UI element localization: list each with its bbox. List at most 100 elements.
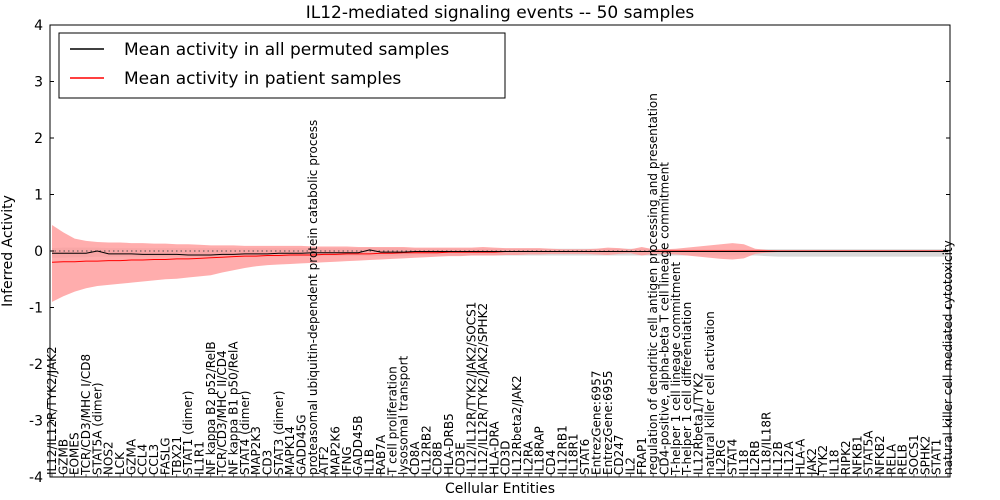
x-tick-label: IL18RAP xyxy=(533,426,547,475)
y-tick-label: 2 xyxy=(34,131,43,147)
x-tick-label: HLA-A xyxy=(794,438,808,475)
y-tick-label: 3 xyxy=(34,75,43,91)
x-tick-label: HLA-DRB5 xyxy=(442,413,456,475)
x-tick-label: TCR/CD3/MHC I/CD8 xyxy=(79,354,93,476)
x-tick-label: IL12RB1 xyxy=(555,425,569,475)
x-tick-label: IL12Rbeta1/TYK2 xyxy=(691,372,705,475)
x-tick-label: NFKB2 xyxy=(873,435,887,475)
x-tick-label: T-helper 1 cell differentiation xyxy=(680,302,694,476)
legend-box xyxy=(58,32,506,99)
x-tick-label: RELA xyxy=(884,443,898,475)
x-tick-label: IL18 xyxy=(737,450,751,476)
x-tick-label: SOCS1 xyxy=(907,434,921,475)
y-tick-label: -4 xyxy=(29,470,43,486)
y-axis-label: Inferred Activity xyxy=(0,195,16,307)
x-tick-label: proteasomal ubiquitin-dependent protein … xyxy=(306,120,320,475)
x-tick-label: IL2RA xyxy=(521,440,535,475)
x-tick-label: IL12/IL12R/TYK2/JAK2 xyxy=(45,346,59,475)
x-tick-label: CD8A xyxy=(408,441,422,475)
x-tick-label: IL1R1 xyxy=(192,441,206,475)
y-tick-label: 1 xyxy=(34,188,43,204)
x-tick-label: MAP2K3 xyxy=(249,426,263,475)
x-tick-label: CD8B xyxy=(431,442,445,476)
y-tick-label: -2 xyxy=(29,357,43,373)
x-tick-label: lysosomal transport xyxy=(397,355,411,475)
x-tick-label: IL2RB xyxy=(748,441,762,475)
x-tick-label: TYK2 xyxy=(816,445,830,476)
x-tick-label: CD247 xyxy=(612,434,626,475)
legend-label-patient: Mean activity in patient samples xyxy=(124,69,401,89)
x-tick-label: CD4 xyxy=(544,450,558,475)
x-tick-label: IL2RG xyxy=(714,440,728,476)
x-tick-label: regulation of dendritic cell antigen pro… xyxy=(646,93,660,475)
x-tick-label: TBX21 xyxy=(170,436,184,476)
x-tick-label: SPHK2 xyxy=(918,436,932,475)
x-tick-label: RELB xyxy=(896,444,910,475)
x-tick-label: CD3 xyxy=(260,450,274,475)
x-tick-label: HLA-DRA xyxy=(487,421,501,475)
plot-area xyxy=(50,225,950,302)
x-tick-label: EOMES xyxy=(68,432,82,475)
x-tick-label: IL18R1 xyxy=(567,434,581,475)
x-tick-label: IL18 xyxy=(828,450,842,476)
x-tick-label: MAPK14 xyxy=(283,426,297,475)
x-tick-label: RIPK2 xyxy=(839,440,853,475)
x-tick-label: IL12/IL12R/TYK2/JAK2/SPHK2 xyxy=(476,303,490,475)
x-tick-label: CCL4 xyxy=(136,444,150,475)
x-tick-label: FASLG xyxy=(158,437,172,475)
x-tick-label: NOS2 xyxy=(102,441,116,475)
x-tick-label: STAT3 (dimer) xyxy=(272,391,286,475)
x-tick-label: STAT5A xyxy=(862,430,876,475)
y-axis: -4 -3 -2 -1 0 1 2 3 4 xyxy=(29,18,950,486)
x-tick-label: NF kappa B2 p52/RelB xyxy=(204,341,218,475)
x-tick-label: natural killer cell mediated cytotoxicit… xyxy=(941,240,955,475)
x-tick-label: CCL3 xyxy=(147,444,161,475)
x-tick-label: FRAP1 xyxy=(635,437,649,475)
x-tick-label: STAT1 xyxy=(930,439,944,475)
x-tick-label: GADD45B xyxy=(351,416,365,476)
y-tick-label: 0 xyxy=(34,244,43,260)
x-tick-label: JAK2 xyxy=(805,448,819,476)
x-tick-label: RAB7A xyxy=(374,434,388,475)
x-axis-tick-labels: IL12/IL12R/TYK2/JAK2GZMBEOMESTCR/CD3/MHC… xyxy=(45,93,955,477)
x-axis-label: Cellular Entities xyxy=(445,481,555,497)
x-tick-label: STAT5A (dimer) xyxy=(90,382,104,475)
y-tick-label: -3 xyxy=(29,414,43,430)
x-tick-label: IL12B xyxy=(771,441,785,475)
x-tick-label: ATF2 xyxy=(317,446,331,475)
x-tick-label: T cell proliferation xyxy=(385,366,399,476)
x-tick-label: EntrezGene:6955 xyxy=(601,371,615,476)
x-tick-label: MAP2K6 xyxy=(329,426,343,475)
y-tick-label: -1 xyxy=(29,301,43,317)
x-tick-label: CD3E xyxy=(453,442,467,475)
x-tick-label: GADD45G xyxy=(295,414,309,475)
x-tick-label: IL12Rbeta2/JAK2 xyxy=(510,375,524,475)
legend-label-permuted: Mean activity in all permuted samples xyxy=(124,40,449,60)
x-tick-label: EntrezGene:6957 xyxy=(589,371,603,476)
x-tick-label: NFKB1 xyxy=(850,435,864,475)
x-tick-label: STAT4 (dimer) xyxy=(238,391,252,475)
x-tick-label: STAT1 (dimer) xyxy=(181,391,195,475)
x-tick-label: IL12/IL12R/TYK2/JAK2/SOCS1 xyxy=(465,302,479,475)
x-tick-label: IL2 xyxy=(623,457,637,475)
x-tick-label: T-helper 1 cell lineage commitment xyxy=(669,262,683,476)
x-tick-label: CD4-positive, alpha-beta T cell lineage … xyxy=(657,162,671,475)
patient-samples-range-band xyxy=(52,225,948,302)
x-tick-label: CD3D xyxy=(499,441,513,476)
x-tick-label: IL12RB2 xyxy=(419,425,433,475)
x-tick-label: IL1B xyxy=(363,449,377,475)
x-tick-label: STAT6 xyxy=(578,439,592,475)
x-tick-label: NF kappa B1 p50/RelA xyxy=(226,341,240,475)
x-tick-label: IL12A xyxy=(782,441,796,475)
y-tick-label: 4 xyxy=(34,18,43,34)
legend: Mean activity in all permuted samples Me… xyxy=(58,32,506,99)
x-tick-label: IL18/IL18R xyxy=(760,412,774,475)
x-tick-label: LCK xyxy=(113,451,127,475)
x-tick-label: GZMB xyxy=(56,439,70,475)
permuted-mean-line xyxy=(52,249,948,256)
x-tick-label: natural killer cell activation xyxy=(703,311,717,475)
x-tick-label: STAT4 xyxy=(726,439,740,475)
x-tick-label: TCR/CD3/MHC II/CD4 xyxy=(215,350,229,476)
x-tick-label: GZMA xyxy=(124,438,138,475)
